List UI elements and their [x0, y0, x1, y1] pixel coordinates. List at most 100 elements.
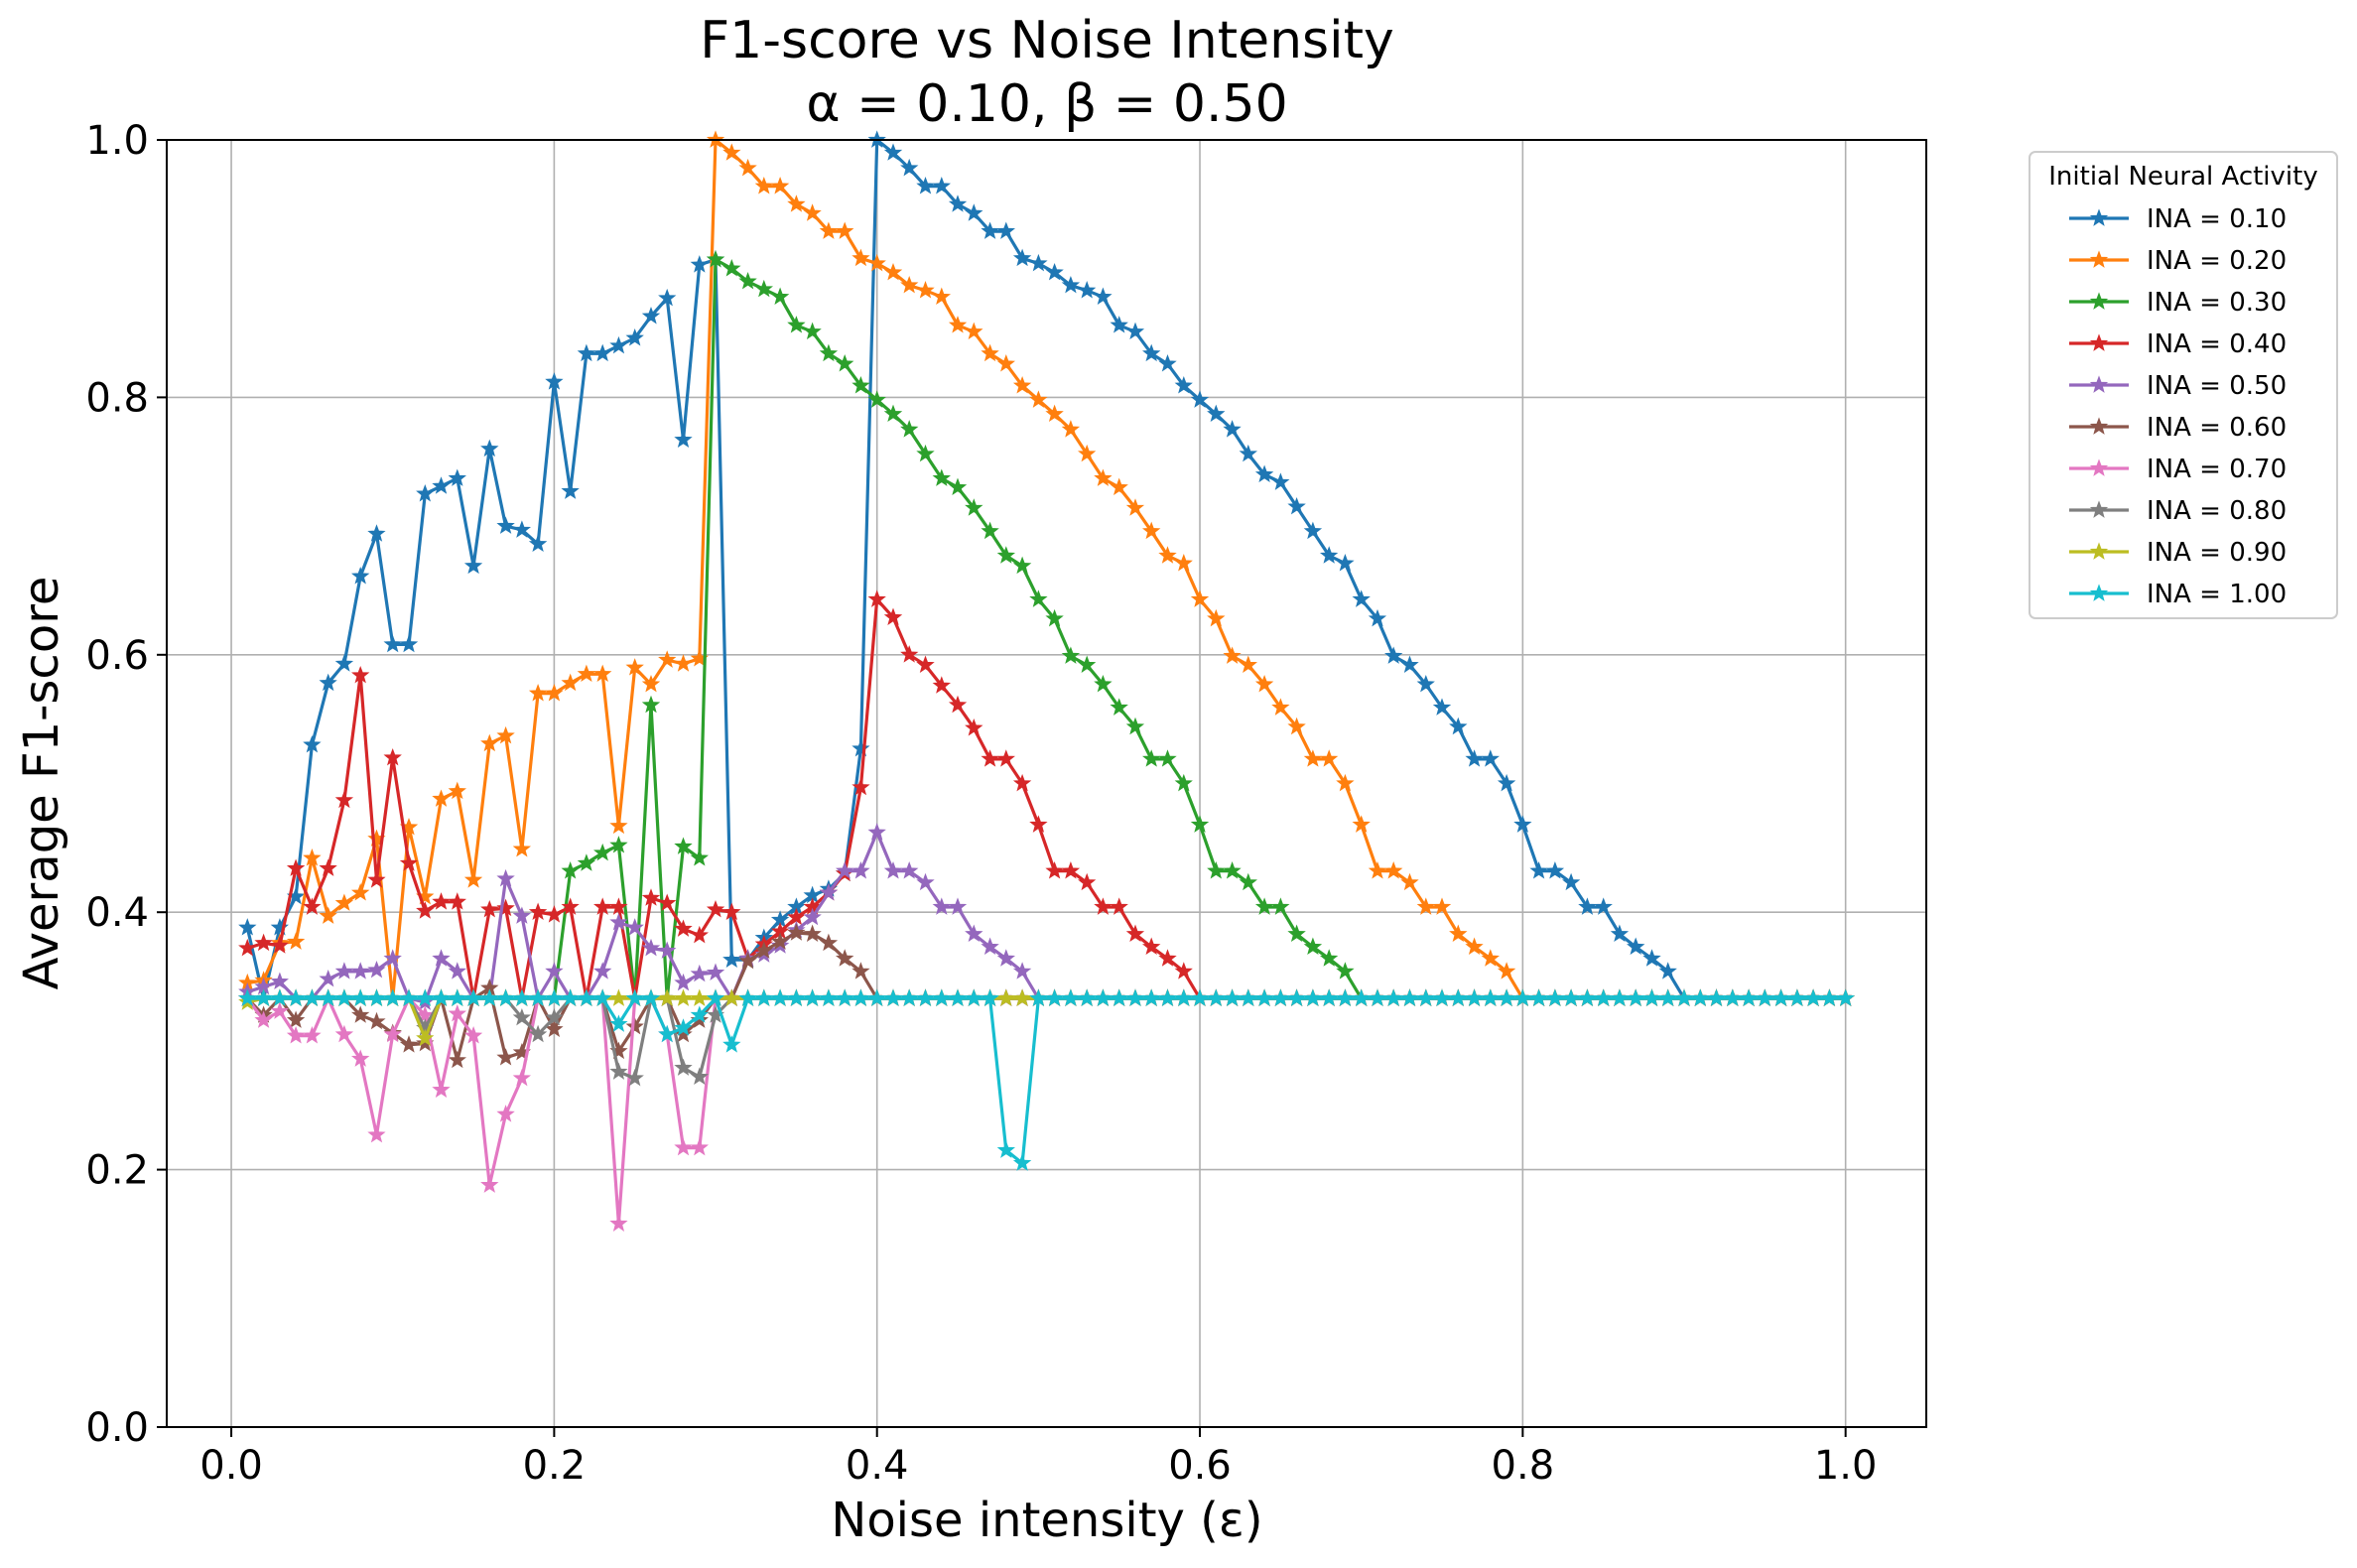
data-point — [609, 836, 628, 853]
y-tick-label: 1.0 — [85, 118, 149, 164]
data-point — [900, 861, 919, 879]
data-point — [948, 695, 968, 714]
data-point — [1336, 988, 1355, 1006]
data-point — [1125, 988, 1145, 1006]
data-point — [319, 988, 337, 1006]
data-point — [819, 988, 839, 1006]
data-point — [1029, 390, 1048, 408]
data-point — [981, 937, 999, 956]
data-point — [1029, 253, 1048, 272]
data-point — [641, 938, 661, 957]
data-point — [448, 1004, 466, 1022]
data-point — [1271, 988, 1290, 1006]
legend-label: INA = 1.00 — [2147, 580, 2287, 609]
legend-title: Initial Neural Activity — [2048, 162, 2317, 192]
data-point — [319, 673, 337, 692]
data-point — [738, 951, 757, 970]
data-point — [1142, 988, 1161, 1006]
data-point — [1158, 354, 1177, 372]
data-point — [1078, 988, 1097, 1006]
data-point — [480, 733, 499, 752]
data-point — [883, 404, 903, 423]
data-point — [1207, 988, 1226, 1006]
data-point — [545, 988, 564, 1006]
data-point — [851, 738, 870, 757]
data-point — [706, 249, 725, 268]
data-point — [722, 1035, 741, 1053]
data-point — [1061, 275, 1081, 294]
data-point — [1384, 646, 1403, 664]
data-point — [238, 938, 257, 957]
data-point — [1223, 646, 1242, 664]
data-point — [1061, 861, 1081, 879]
data-point — [1739, 988, 1759, 1006]
data-point — [528, 988, 548, 1006]
data-point — [1045, 988, 1064, 1006]
data-point — [334, 654, 354, 672]
data-point — [851, 376, 870, 394]
data-point — [254, 1010, 273, 1028]
data-point — [383, 1024, 402, 1043]
data-point — [900, 420, 919, 438]
data-point — [286, 858, 306, 876]
legend-entry: INA = 0.10 — [2069, 204, 2287, 234]
data-point — [512, 839, 531, 857]
data-point — [867, 390, 886, 408]
data-point — [1158, 546, 1177, 564]
legend-swatch-marker — [2089, 333, 2109, 351]
data-point — [787, 923, 806, 941]
data-point — [900, 275, 919, 294]
data-point — [480, 1175, 499, 1193]
data-point — [916, 281, 935, 299]
data-point — [1368, 608, 1387, 627]
data-point — [1125, 322, 1145, 340]
legend-entry: INA = 0.70 — [2069, 455, 2287, 484]
data-point — [496, 868, 515, 887]
data-point — [819, 933, 839, 952]
data-point — [625, 918, 644, 936]
data-point — [1449, 988, 1468, 1006]
legend-swatch-marker — [2089, 417, 2109, 435]
data-point — [1820, 988, 1839, 1006]
data-point — [1336, 773, 1355, 792]
data-point — [916, 177, 935, 195]
data-point — [883, 262, 903, 281]
data-point — [965, 203, 983, 221]
data-point — [948, 195, 968, 212]
data-point — [1320, 749, 1339, 767]
data-point — [690, 1067, 709, 1086]
data-point — [1449, 924, 1468, 943]
data-point — [1239, 988, 1257, 1006]
legend-entry: INA = 0.50 — [2069, 371, 2287, 401]
data-point — [254, 988, 273, 1006]
data-point — [1432, 897, 1452, 915]
data-point — [1594, 988, 1613, 1006]
data-point — [1691, 988, 1710, 1006]
data-point — [496, 988, 515, 1006]
data-point — [1529, 861, 1548, 879]
legend-label: INA = 0.30 — [2147, 288, 2287, 318]
data-point — [641, 674, 661, 693]
data-point — [1029, 988, 1048, 1006]
data-point — [1303, 988, 1323, 1006]
data-point — [658, 941, 677, 959]
data-point — [1562, 988, 1581, 1006]
data-point — [496, 898, 515, 917]
data-point — [496, 516, 515, 534]
series-line — [247, 996, 1846, 1165]
data-point — [1254, 897, 1274, 915]
data-point — [432, 949, 451, 967]
data-point — [770, 287, 790, 306]
data-point — [334, 1024, 354, 1043]
data-point — [1223, 420, 1242, 438]
data-point — [577, 853, 596, 871]
data-point — [674, 973, 693, 991]
data-point — [836, 861, 854, 879]
legend-label: INA = 0.40 — [2147, 329, 2287, 359]
legend-entry: INA = 0.20 — [2069, 246, 2287, 276]
y-axis-label: Average F1-score — [14, 577, 69, 990]
data-point — [383, 747, 402, 766]
data-point — [1271, 472, 1290, 490]
x-tick-label: 0.4 — [846, 1443, 909, 1489]
data-point — [1836, 988, 1855, 1006]
